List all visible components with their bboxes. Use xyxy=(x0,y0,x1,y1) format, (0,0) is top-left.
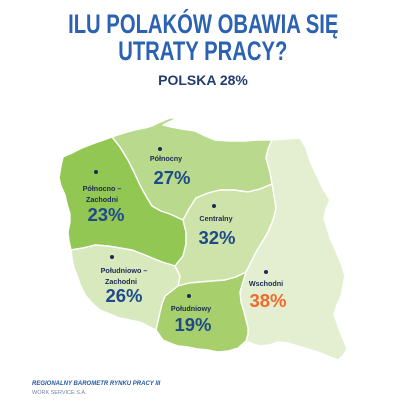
label-poludniowo-zachodni: Południowo – Zachodni 26% xyxy=(101,255,148,306)
region-value-centralny: 32% xyxy=(198,227,235,248)
marker-dot-polnocno-zachodni xyxy=(94,170,98,174)
marker-dot-centralny xyxy=(212,204,216,208)
region-value-wschodni: 38% xyxy=(249,290,286,311)
national-label: POLSKA xyxy=(158,72,216,88)
region-value-poludniowy: 19% xyxy=(174,314,211,335)
label-centralny: Centralny 32% xyxy=(198,204,236,248)
title-line-2-text: UTRATY PRACY? xyxy=(118,36,288,66)
label-poludniowy: Południowy 19% xyxy=(171,294,212,335)
title-line-1: ILU POLAKÓW OBAWIA SIĘ xyxy=(0,11,406,38)
region-name-poludniowo-zachodni-line1: Południowo – xyxy=(101,266,148,275)
region-value-polnocno-zachodni: 23% xyxy=(87,204,124,225)
region-name-centralny: Centralny xyxy=(199,214,232,223)
national-figure: POLSKA 28% xyxy=(0,73,406,87)
marker-dot-poludniowy xyxy=(187,294,191,298)
marker-dot-wschodni xyxy=(264,270,268,274)
label-wschodni: Wschodni 38% xyxy=(249,270,287,311)
region-value-poludniowo-zachodni: 26% xyxy=(105,285,142,306)
region-name-wschodni: Wschodni xyxy=(249,279,283,288)
marker-dot-poludniowo-zachodni xyxy=(110,255,114,259)
marker-dot-polnocny xyxy=(158,147,162,151)
region-shapes xyxy=(58,117,348,361)
region-name-poludniowy: Południowy xyxy=(171,304,211,313)
label-polnocno-zachodni: Północno – Zachodni 23% xyxy=(83,170,125,225)
national-value: 28% xyxy=(219,72,248,88)
footer-publisher: WORK SERVICE S.A. xyxy=(32,390,87,396)
region-value-polnocny: 27% xyxy=(153,167,190,188)
region-name-polnocny: Północny xyxy=(150,154,182,163)
title-line-2: UTRATY PRACY? xyxy=(0,38,406,65)
title-line-1-text: ILU POLAKÓW OBAWIA SIĘ xyxy=(67,9,339,39)
region-name-poludniowo-zachodni-line2: Zachodni xyxy=(105,277,137,286)
label-polnocny: Północny 27% xyxy=(150,147,191,188)
footer-source: REGIONALNY BAROMETR RYNKU PRACY III xyxy=(32,381,161,387)
region-name-polnocno-zachodni-line1: Północno – xyxy=(83,184,122,193)
region-name-polnocno-zachodni-line2: Zachodni xyxy=(86,195,118,204)
region-poludniowo-zachodni xyxy=(70,244,181,331)
region-labels: Północny 27% Północno – Zachodni 23% Cen… xyxy=(83,147,287,335)
